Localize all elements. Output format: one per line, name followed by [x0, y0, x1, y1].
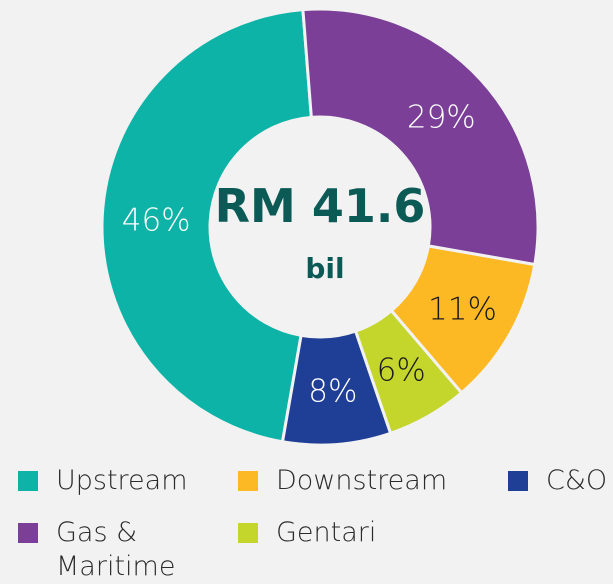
legend-item: Gentari — [238, 516, 438, 550]
legend-item: Upstream — [18, 464, 218, 498]
legend-swatch — [238, 471, 258, 491]
value-label: 6% — [377, 352, 426, 388]
center-unit: bil — [305, 252, 344, 285]
donut-segment — [301, 7, 540, 267]
legend-item: C&O — [508, 464, 613, 498]
center-value: RM 41.6 — [215, 179, 426, 233]
legend-label: C&O — [546, 465, 608, 496]
legend-item: Gas & Maritime — [18, 516, 175, 584]
legend-label: Upstream — [56, 465, 188, 496]
legend-label: Downstream — [276, 465, 448, 496]
legend-swatch — [508, 471, 528, 491]
donut-segment — [280, 329, 393, 447]
value-label: 29% — [407, 100, 476, 136]
value-label: 8% — [308, 373, 357, 409]
donut-segment — [100, 8, 313, 444]
chart: RM 41.6 bil 29% 11%6% 8% 46% — [100, 7, 540, 447]
legend-swatch — [238, 523, 258, 543]
value-label: 46% — [122, 202, 191, 238]
donut-segment — [353, 308, 464, 436]
legend-label: Gentari — [276, 517, 377, 548]
value-label: 11% — [428, 291, 497, 327]
legend-swatch — [18, 523, 38, 543]
legend-item: Downstream — [238, 464, 478, 498]
legend-swatch — [18, 471, 38, 491]
legend-label: Gas & Maritime — [56, 517, 176, 582]
donut-segment — [389, 244, 537, 395]
